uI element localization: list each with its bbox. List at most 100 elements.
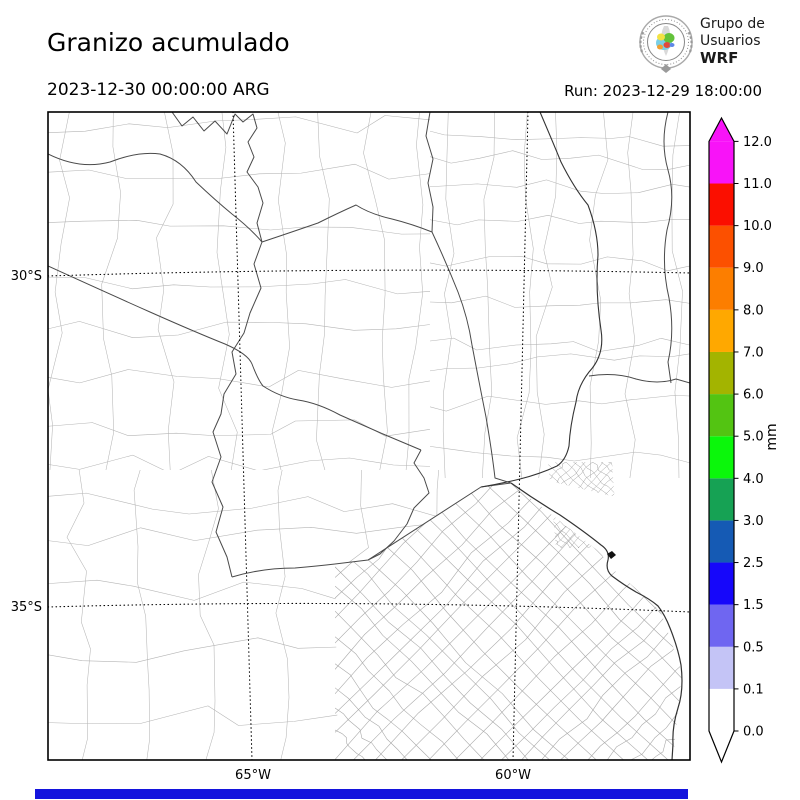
logo-line-2: Usuarios [700,33,761,49]
boundary-line [548,516,580,548]
forecast-progress-bar [35,789,688,799]
boundary-line [334,482,512,565]
colorbar-segment [709,141,734,184]
x-axis-tick-label: 65°W [235,768,271,783]
boundary-line [516,112,534,478]
boundary-line [430,179,690,194]
boundary-line [48,163,430,180]
boundary-line [48,265,422,451]
boundary-line [211,241,263,578]
colorbar-tick-label: 1.5 [743,598,764,613]
boundary-line [430,215,690,226]
boundary-line [624,112,636,478]
province-boundaries [48,112,690,578]
logo-line-1: Grupo de [700,16,765,32]
boundary-line [335,707,388,760]
boundary-line [48,152,263,243]
boundary-line [587,657,682,760]
colorbar-segment [709,351,734,395]
gridline [232,112,253,760]
boundary-line [363,112,388,470]
boundary-line [560,630,682,760]
colorbar-segment [709,520,734,563]
boundary-line [496,483,682,644]
colorbar-tick-label: 6.0 [743,388,764,403]
colorbar-segment [709,225,734,268]
boundary-line [430,150,690,170]
run-time-label: Run: 2023-12-29 18:00:00 [564,82,762,100]
boundary-line [480,112,603,488]
colorbar: 0.0 0.1 0.5 1.5 2.5 3.0 4.0 5.0 6.0 7.0 8.0 9.0 10.0… [708,116,780,764]
boundary-line [335,525,569,760]
boundary-line [430,395,690,412]
colorbar-segment [709,688,734,731]
colorbar-unit-label: mm [764,423,780,450]
boundary-line [48,492,500,526]
boundary-line [430,295,690,308]
colorbar-segment [709,604,734,647]
boundary-line [133,470,150,760]
colorbar-over-arrow [709,118,734,142]
boundary-line [588,374,690,384]
boundary-line [430,353,690,372]
boundary-line [156,112,175,470]
boundary-line [231,563,336,578]
boundary-line [48,220,430,235]
boundary-line [335,545,550,760]
boundary-line [171,112,264,243]
colorbar-segment [709,183,734,226]
boundary-line [48,276,430,295]
colorbar-tick-label: 0.1 [743,682,764,697]
boundary-line [430,256,690,272]
valid-time-label: 2023-12-30 00:00:00 ARG [47,80,270,100]
gridline [48,269,690,277]
map-frame [47,111,691,761]
boundary-line [335,687,408,760]
colorbar-tick-label: 11.0 [743,177,772,192]
boundary-line [48,454,430,470]
boundary-line [335,636,459,760]
boundary-line [66,470,91,760]
department-boundaries-northeast [430,112,690,478]
boundary-line [427,483,682,713]
boundary-line [431,231,512,484]
boundary-line [48,112,70,470]
boundary-line [535,112,558,478]
boundary-line [335,483,504,619]
colorbar-tick-label: 5.0 [743,430,764,445]
wrf-users-logo: Grupo de Usuarios WRF [636,12,796,74]
wrf-logo-text: Grupo de Usuarios WRF [700,16,765,67]
wrf-logo-emblem-icon [639,15,693,73]
boundary-line [48,321,430,338]
y-axis-tick-label: 35°S [11,600,42,615]
gridline [48,602,690,613]
boundary-line [651,721,682,760]
boundary-line [271,112,290,470]
y-axis-tick-label: 30°S [11,269,42,284]
colorbar-tick-label: 4.0 [743,472,764,487]
boundary-line [430,446,690,464]
boundary-line [663,112,673,384]
colorbar-segment [709,309,734,352]
boundary-line [198,470,219,760]
colorbar-tick-label: 2.5 [743,556,764,571]
ocean-area [511,480,690,760]
department-boundaries-northwest [48,112,430,470]
colorbar-tick-label: 10.0 [743,219,772,234]
boundary-line [101,112,121,470]
colorbar-segment [709,436,734,479]
river-and-coast-lines [480,112,683,760]
boundary-line [48,369,430,388]
colorbar-tick-label: 3.0 [743,514,764,529]
boundary-line [216,112,238,470]
boundary-line [548,462,567,481]
boundary-line [510,482,683,760]
boundary-line [430,337,690,352]
colorbar-tick-label: 0.5 [743,640,764,655]
colorbar-segment [709,394,734,437]
boundary-line [671,112,683,478]
boundary-line [335,610,485,760]
boundary-line [261,204,433,243]
colorbar-tick-label: 0.0 [743,725,764,740]
